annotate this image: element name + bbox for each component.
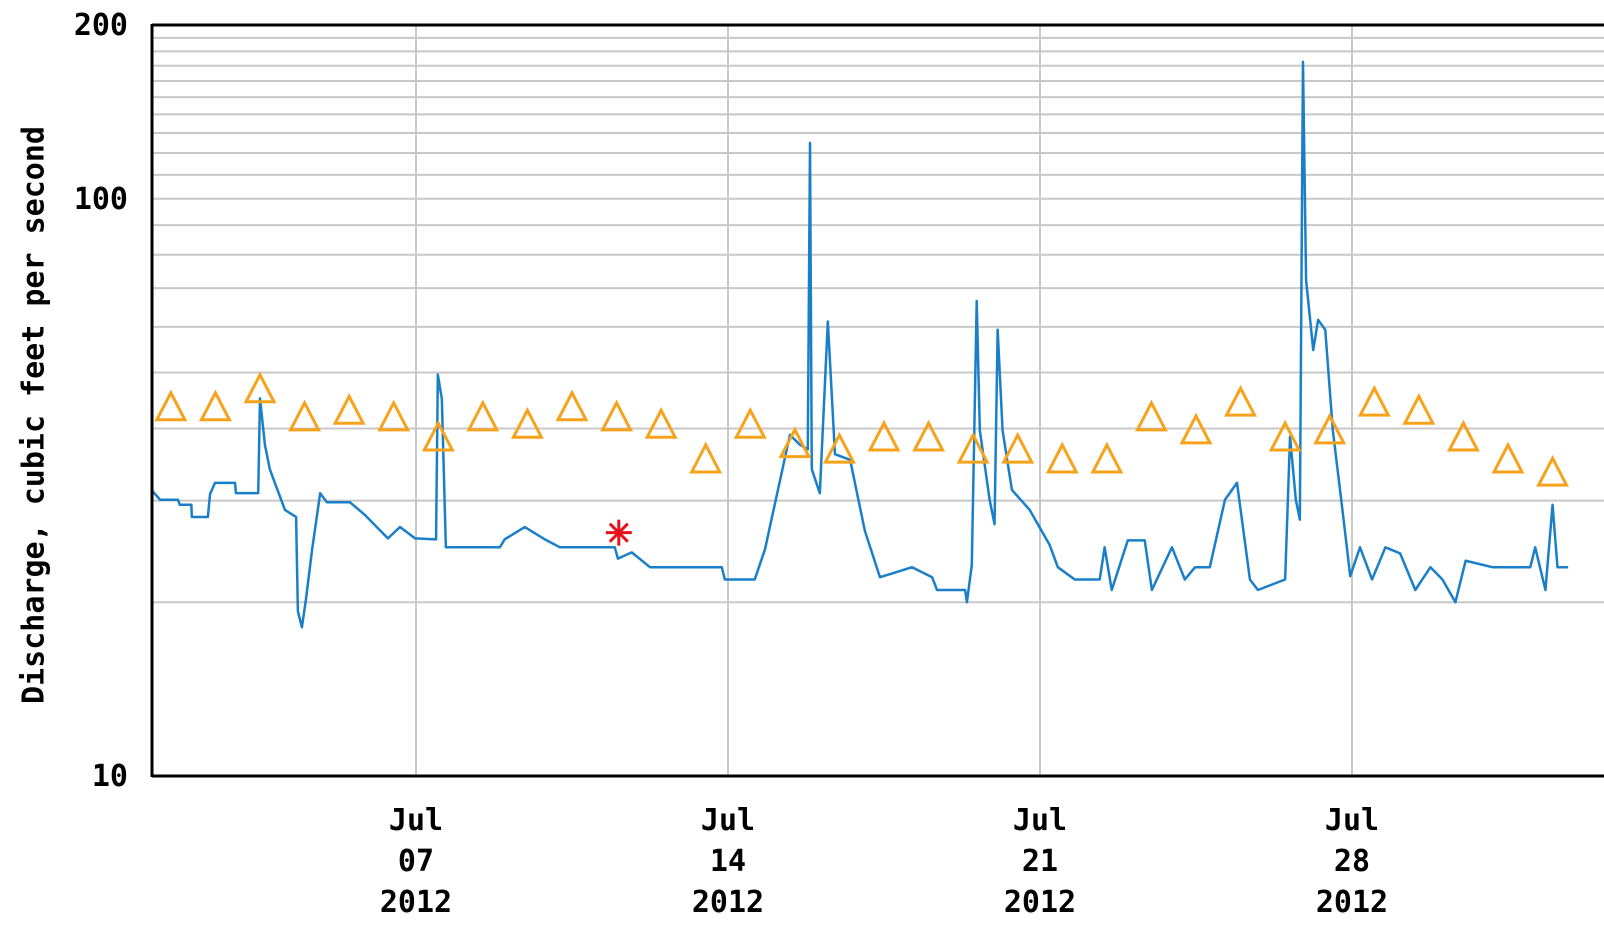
triangle-marker <box>867 419 901 452</box>
triangle-marker <box>1090 441 1124 474</box>
triangle-marker <box>822 431 856 464</box>
triangle-marker <box>1134 399 1168 432</box>
asterisk-stroke <box>608 522 629 543</box>
y-tick-label: 200 <box>74 8 128 43</box>
triangle-marker <box>1268 419 1302 452</box>
triangle-marker <box>912 419 946 452</box>
frame <box>150 23 1604 778</box>
triangle-marker <box>421 419 455 452</box>
triangle-marker <box>733 406 767 439</box>
triangle-marker <box>510 406 544 439</box>
triangle-marker <box>1402 393 1436 425</box>
triangle-marker <box>466 399 500 432</box>
triangle-marker <box>689 441 723 474</box>
discharge-line <box>152 60 1569 629</box>
triangle-marker <box>1224 384 1258 417</box>
y-axis-label: Discharge, cubic feet per second <box>17 126 52 704</box>
triangle-marker <box>1491 441 1525 474</box>
triangle-marker <box>154 389 188 422</box>
x-tick-label: Jul 21 2012 <box>1003 803 1077 920</box>
x-tick-label: Jul 14 2012 <box>691 803 765 920</box>
triangle-marker <box>778 426 812 459</box>
triangle-marker <box>644 406 678 439</box>
x-tick-label: Jul 07 2012 <box>379 803 453 920</box>
triangle-marker <box>1001 431 1035 464</box>
triangle-marker <box>377 399 411 432</box>
triangle-marker <box>332 393 366 425</box>
y-tick-label: 10 <box>92 759 128 794</box>
triangle-marker <box>288 399 322 432</box>
triangle-marker <box>1313 412 1347 445</box>
triangle-marker <box>1536 454 1570 487</box>
x-tick-label: Jul 28 2012 <box>1315 803 1389 920</box>
triangle-marker <box>956 431 990 464</box>
triangle-marker <box>600 399 634 432</box>
triangle-marker <box>243 371 277 404</box>
asterisk-marker <box>605 519 632 546</box>
y-tick-label: 100 <box>74 182 128 217</box>
triangle-marker <box>198 389 232 422</box>
triangle-marker <box>1446 419 1480 452</box>
grid <box>152 24 1604 777</box>
triangle-marker <box>1357 384 1391 417</box>
plot <box>152 60 1570 629</box>
triangle-marker <box>1045 441 1079 474</box>
triangle-marker <box>555 389 589 422</box>
triangle-marker <box>1179 412 1213 445</box>
